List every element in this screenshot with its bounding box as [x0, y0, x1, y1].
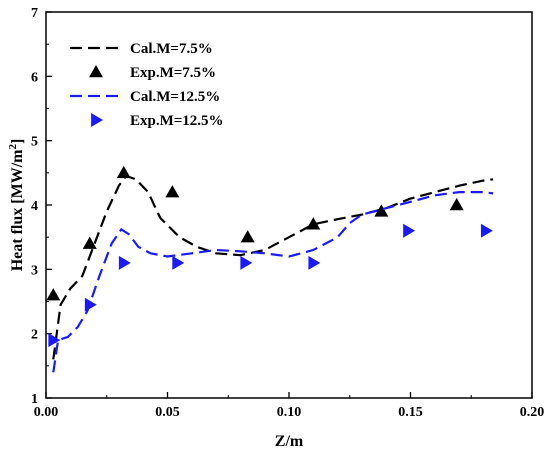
series-3 — [52, 191, 494, 373]
data-point — [118, 255, 131, 270]
data-point — [172, 255, 185, 270]
data-point — [449, 198, 464, 211]
series-4 — [48, 223, 493, 348]
x-tick-label: 0.15 — [398, 405, 423, 420]
y-tick-label: 1 — [31, 392, 38, 407]
data-point — [116, 165, 131, 179]
x-tick-label: 0.10 — [277, 405, 302, 420]
legend: Cal.M=7.5% Exp.M=7.5% Cal.M=12.5% Exp.M=12.… — [70, 41, 224, 129]
y-axis-title-main: Heat flux [MW/m — [9, 149, 26, 271]
legend-label: Exp.M=7.5% — [130, 65, 216, 81]
series-line — [52, 174, 494, 360]
y-axis-title: Heat flux [MW/m2] — [7, 139, 26, 272]
x-tick-label: 0.00 — [34, 405, 59, 420]
data-point — [165, 185, 180, 198]
data-point — [403, 223, 416, 238]
data-point — [240, 230, 255, 243]
series-2 — [46, 165, 464, 301]
y-tick-label: 5 — [31, 135, 38, 150]
data-point — [48, 333, 61, 348]
data-point — [306, 217, 321, 230]
y-tick-label: 7 — [31, 6, 38, 21]
legend-label: Cal.M=12.5% — [130, 89, 220, 105]
y-axis-title-sup: 2 — [7, 144, 19, 150]
data-point — [84, 297, 97, 312]
x-tick-label: 0.20 — [520, 405, 545, 420]
data-point — [480, 223, 493, 238]
legend-item: Exp.M=12.5% — [91, 113, 224, 129]
series-layer — [46, 165, 494, 373]
axis-ticks: 0.00 0.05 0.10 0.15 0.20 1 2 3 4 5 6 7 — [31, 6, 544, 420]
y-tick-label: 6 — [31, 70, 38, 85]
data-point — [82, 236, 97, 249]
data-point — [46, 288, 61, 301]
legend-item: Exp.M=7.5% — [89, 65, 216, 81]
legend-label: Cal.M=7.5% — [130, 41, 213, 57]
legend-item: Cal.M=12.5% — [70, 89, 220, 105]
data-point — [240, 255, 253, 270]
y-tick-label: 3 — [31, 263, 38, 278]
y-axis-title-end: ] — [9, 139, 26, 144]
x-axis-title: Z/m — [275, 433, 304, 450]
series-1 — [52, 174, 494, 360]
x-tick-label: 0.05 — [155, 405, 180, 420]
y-tick-label: 2 — [31, 328, 38, 343]
legend-marker-swatch — [89, 65, 103, 78]
data-point — [374, 204, 389, 217]
data-point — [308, 255, 321, 270]
legend-label: Exp.M=12.5% — [130, 113, 224, 129]
y-tick-label: 4 — [31, 199, 38, 214]
series-line — [52, 191, 494, 373]
legend-marker-swatch — [91, 113, 103, 127]
legend-item: Cal.M=7.5% — [70, 41, 213, 57]
